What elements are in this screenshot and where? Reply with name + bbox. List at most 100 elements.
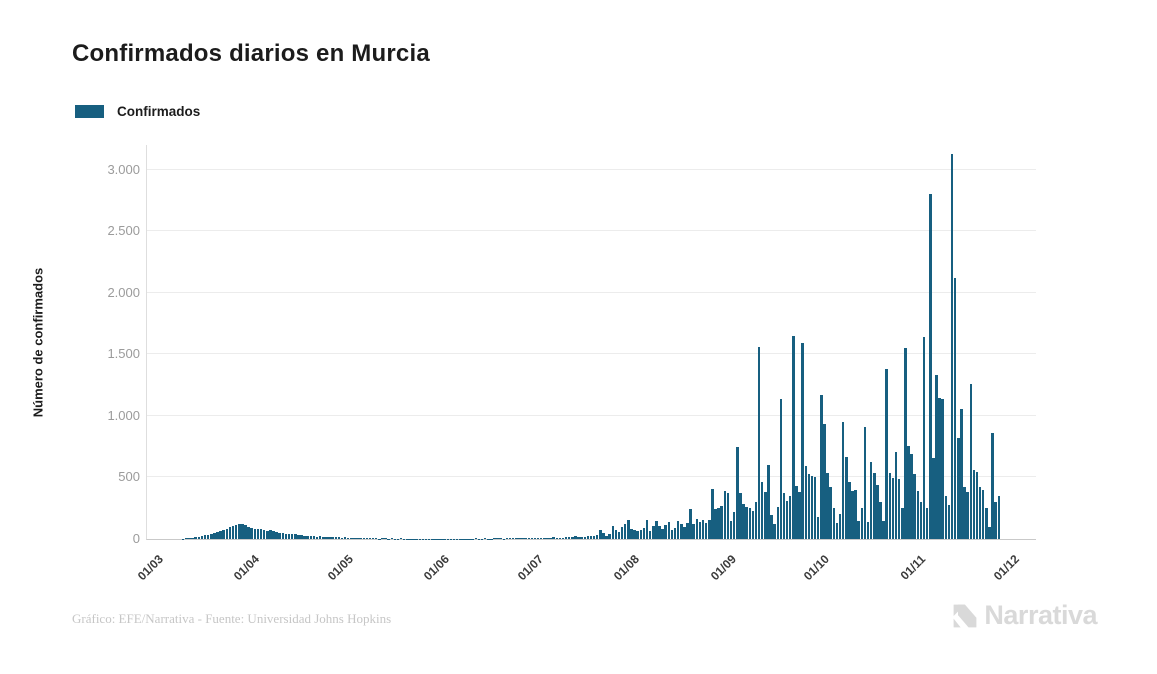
x-tick-label: 01/07 xyxy=(514,552,546,584)
bar xyxy=(608,534,611,539)
bar xyxy=(981,490,985,539)
bar xyxy=(636,531,639,539)
legend-label: Confirmados xyxy=(117,104,201,119)
bar xyxy=(882,520,885,539)
bar xyxy=(325,536,328,539)
x-tick-label: 01/11 xyxy=(897,552,929,583)
bar xyxy=(191,537,194,539)
bar xyxy=(645,520,649,539)
bar xyxy=(736,447,739,539)
bar xyxy=(309,535,313,539)
gridline xyxy=(147,414,1036,416)
bar xyxy=(511,538,515,539)
bar xyxy=(820,394,823,539)
bar xyxy=(505,538,509,539)
bar xyxy=(630,528,633,539)
bar xyxy=(639,530,643,539)
bar xyxy=(589,536,593,539)
bar xyxy=(533,538,537,539)
bar xyxy=(792,335,795,539)
bar xyxy=(854,490,857,539)
bar xyxy=(972,470,976,539)
bar xyxy=(648,530,652,539)
bar xyxy=(975,471,979,539)
bar xyxy=(371,538,375,539)
bar xyxy=(938,398,941,539)
bar xyxy=(350,538,353,539)
bar xyxy=(708,519,711,539)
bar xyxy=(966,492,969,539)
bar xyxy=(910,454,913,539)
bar xyxy=(620,527,624,539)
bar xyxy=(838,514,842,539)
bar xyxy=(876,485,879,539)
bar xyxy=(219,530,222,539)
bar xyxy=(698,522,702,539)
bar xyxy=(592,536,596,539)
bar xyxy=(658,525,661,539)
bar xyxy=(539,538,543,539)
bar xyxy=(399,538,403,539)
bar xyxy=(194,537,197,539)
bar xyxy=(904,348,907,539)
bar xyxy=(290,533,294,539)
bar xyxy=(564,537,568,539)
bar xyxy=(935,375,938,539)
bar xyxy=(701,520,705,539)
bar xyxy=(213,532,216,539)
bar xyxy=(901,508,904,539)
bar xyxy=(318,536,322,539)
bar xyxy=(723,490,727,539)
bar xyxy=(614,530,618,539)
bar xyxy=(496,538,499,539)
bar xyxy=(340,537,344,539)
bar xyxy=(555,537,559,539)
bar xyxy=(599,529,602,539)
bar xyxy=(322,536,325,539)
bar xyxy=(247,526,250,539)
y-axis-tick-labels: 0 500 1.000 1.500 2.000 2.500 3.000 xyxy=(0,0,140,674)
bar xyxy=(670,529,674,539)
bar xyxy=(294,534,297,539)
bar xyxy=(773,524,776,539)
bar xyxy=(860,508,864,539)
bar xyxy=(197,536,201,539)
bar xyxy=(188,538,191,539)
bar xyxy=(739,493,742,539)
gridline xyxy=(147,476,1036,478)
bar xyxy=(518,538,521,539)
bar xyxy=(390,538,394,539)
bar xyxy=(521,538,524,539)
bar xyxy=(841,422,845,539)
bar xyxy=(922,337,926,539)
gridline xyxy=(147,291,1036,293)
bar xyxy=(826,473,829,539)
bar xyxy=(381,538,384,539)
bar xyxy=(695,518,699,539)
bar xyxy=(932,458,935,539)
bar xyxy=(281,533,285,539)
bar xyxy=(667,522,671,539)
bar xyxy=(832,508,836,539)
x-tick-label: 01/12 xyxy=(990,552,1022,584)
bar xyxy=(950,153,954,539)
bar xyxy=(941,398,944,539)
bar xyxy=(801,343,804,539)
bar xyxy=(530,538,534,539)
bar xyxy=(929,194,932,539)
bar xyxy=(228,527,232,539)
bar xyxy=(888,473,892,539)
bar xyxy=(813,476,817,539)
bar xyxy=(253,528,257,539)
bar xyxy=(732,511,736,539)
gridline xyxy=(147,353,1036,355)
bar xyxy=(770,515,773,539)
bar xyxy=(362,538,366,539)
y-tick-label: 0 xyxy=(132,531,140,546)
bar xyxy=(353,537,356,539)
bar xyxy=(704,523,708,539)
bar xyxy=(244,525,247,539)
bar xyxy=(857,520,860,539)
bar xyxy=(969,384,972,539)
bar xyxy=(673,527,677,539)
